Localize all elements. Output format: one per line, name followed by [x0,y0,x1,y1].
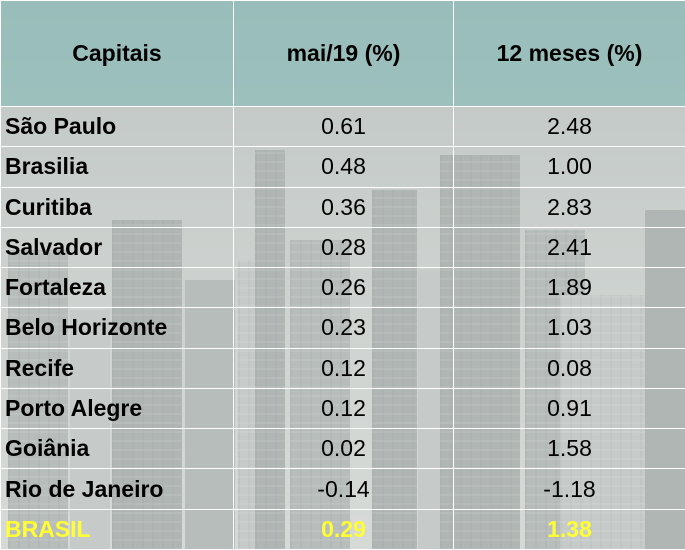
year-cell: 2.48 [453,105,685,148]
city-cell: Curitiba [0,186,234,228]
table-row: Recife 0.12 0.08 [0,347,685,389]
table-row: Belo Horizonte 0.23 1.03 [0,307,685,349]
year-cell: 1.89 [453,267,685,309]
year-cell: 2.83 [453,186,685,228]
total-row: BRASIL 0.29 1.38 [0,508,685,550]
table-row: Goiânia 0.02 1.58 [0,428,685,470]
header-12-months: 12 meses (%) [453,0,685,107]
city-cell: Belo Horizonte [0,307,234,349]
year-cell: 0.08 [453,347,685,389]
table-row: Curitiba 0.36 2.83 [0,186,685,228]
table-row: Brasilia 0.48 1.00 [0,146,685,188]
city-cell: Goiânia [0,428,234,470]
city-cell: Rio de Janeiro [0,468,234,510]
month-cell: 0.61 [233,105,454,148]
table-row: São Paulo 0.61 2.48 [0,105,685,148]
total-city-cell: BRASIL [0,508,234,550]
total-month-cell: 0.29 [233,508,454,550]
year-cell: 1.58 [453,428,685,470]
city-cell: Recife [0,347,234,389]
city-cell: Salvador [0,226,234,269]
year-cell: 2.41 [453,226,685,269]
month-cell: 0.12 [233,387,454,430]
month-cell: 0.12 [233,347,454,389]
city-cell: Fortaleza [0,267,234,309]
city-cell: Brasilia [0,146,234,188]
header-row: Capitais mai/19 (%) 12 meses (%) [0,0,685,107]
city-cell: Porto Alegre [0,387,234,430]
month-cell: 0.23 [233,307,454,349]
table-row: Fortaleza 0.26 1.89 [0,267,685,309]
header-month: mai/19 (%) [233,0,454,107]
month-cell: 0.26 [233,267,454,309]
year-cell: 0.91 [453,387,685,430]
month-cell: 0.48 [233,146,454,188]
table-row: Salvador 0.28 2.41 [0,226,685,269]
month-cell: -0.14 [233,468,454,510]
header-capitais: Capitais [0,0,234,107]
month-cell: 0.02 [233,428,454,470]
month-cell: 0.36 [233,186,454,228]
year-cell: -1.18 [453,468,685,510]
month-cell: 0.28 [233,226,454,269]
table-row: Porto Alegre 0.12 0.91 [0,387,685,430]
total-year-cell: 1.38 [453,508,685,550]
table-row: Rio de Janeiro -0.14 -1.18 [0,468,685,510]
city-cell: São Paulo [0,105,234,148]
year-cell: 1.03 [453,307,685,349]
year-cell: 1.00 [453,146,685,188]
